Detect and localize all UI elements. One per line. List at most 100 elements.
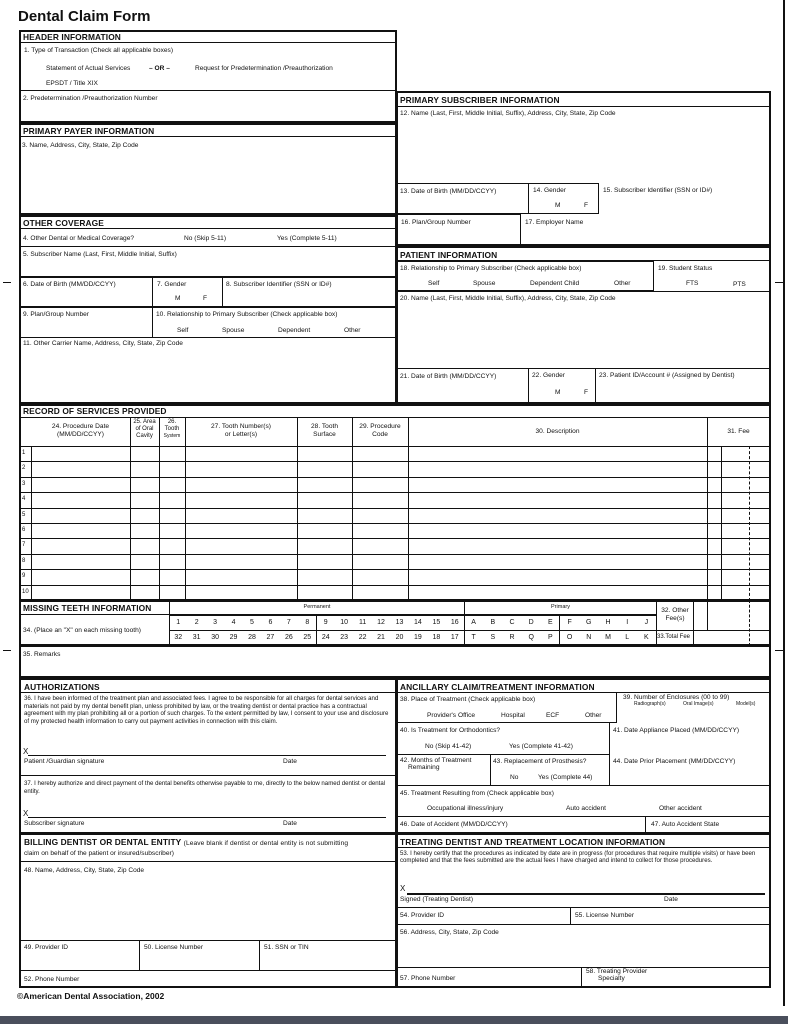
tooth-27[interactable]: 27 <box>266 634 275 641</box>
statement-checkbox[interactable]: Statement of Actual Services <box>46 65 131 72</box>
tooth-24[interactable]: 24 <box>321 634 330 641</box>
service-row[interactable] <box>19 461 771 478</box>
item22-m-checkbox[interactable]: M <box>555 389 561 396</box>
tooth-Q[interactable]: Q <box>528 634 534 641</box>
tooth-S[interactable]: S <box>490 634 496 641</box>
item19-fts-checkbox[interactable]: FTS <box>686 280 699 287</box>
tooth-1[interactable]: 1 <box>176 619 181 626</box>
tooth-12[interactable]: 12 <box>377 619 385 626</box>
tooth-B[interactable]: B <box>490 619 496 626</box>
item45-other-checkbox[interactable]: Other accident <box>659 805 702 812</box>
item39-oral-images[interactable]: Oral Image(s) <box>683 701 714 707</box>
service-row[interactable] <box>19 584 771 601</box>
item38-ecf-checkbox[interactable]: ECF <box>546 712 560 719</box>
item52-field[interactable]: 52. Phone Number <box>24 976 80 983</box>
item7-f-checkbox[interactable]: F <box>203 295 208 302</box>
item10-self-checkbox[interactable]: Self <box>177 327 189 334</box>
tooth-L[interactable]: L <box>625 634 630 641</box>
item58-field[interactable]: 58. Treating Provider Specialty <box>586 968 647 982</box>
tooth-T[interactable]: T <box>471 634 476 641</box>
item14-m-checkbox[interactable]: M <box>555 202 561 209</box>
item56-field[interactable] <box>396 924 771 968</box>
item16-field[interactable] <box>396 214 521 246</box>
tooth-7[interactable]: 7 <box>286 619 291 626</box>
tooth-25[interactable]: 25 <box>303 634 312 641</box>
tooth-A[interactable]: A <box>471 619 476 626</box>
tooth-I[interactable]: I <box>626 619 629 626</box>
tooth-23[interactable]: 23 <box>340 634 349 641</box>
tooth-9[interactable]: 9 <box>323 619 328 626</box>
tooth-4[interactable]: 4 <box>231 619 236 626</box>
service-row[interactable] <box>19 446 771 463</box>
tooth-20[interactable]: 20 <box>395 634 404 641</box>
predetermination-checkbox[interactable]: Request for Predetermination /Preauthori… <box>195 65 333 72</box>
item38-office-checkbox[interactable]: Provider's Office <box>427 712 476 719</box>
tooth-22[interactable]: 22 <box>358 634 367 641</box>
service-row[interactable] <box>19 476 771 494</box>
item38-other-checkbox[interactable]: Other <box>585 712 602 719</box>
item47-field[interactable]: 47. Auto Accident State <box>651 821 720 828</box>
item20-field[interactable] <box>396 291 771 369</box>
tooth-M[interactable]: M <box>605 634 611 641</box>
item43-no-checkbox[interactable]: No <box>510 774 519 781</box>
tooth-28[interactable]: 28 <box>248 634 256 641</box>
service-row[interactable] <box>19 492 771 509</box>
tooth-19[interactable]: 19 <box>414 634 422 641</box>
item18-dependent-child-checkbox[interactable]: Dependent Child <box>530 280 580 287</box>
service-row[interactable] <box>19 553 771 571</box>
item15-field[interactable]: 15. Subscriber Identifier (SSN or ID#) <box>603 187 713 194</box>
service-row[interactable] <box>19 523 771 540</box>
tooth-K[interactable]: K <box>644 634 649 641</box>
treating-signature-line[interactable] <box>407 893 765 895</box>
service-row[interactable] <box>19 538 771 555</box>
item10-dependent-checkbox[interactable]: Dependent <box>278 327 311 334</box>
item18-other-checkbox[interactable]: Other <box>614 280 631 287</box>
tooth-29[interactable]: 29 <box>229 634 238 641</box>
tooth-17[interactable]: 17 <box>450 634 459 641</box>
item19-pts-checkbox[interactable]: PTS <box>733 281 746 288</box>
subscriber-signature-line[interactable] <box>28 817 386 818</box>
item3-field[interactable]: 3. Name, Address, City, State, Zip Code <box>22 142 139 149</box>
tooth-H[interactable]: H <box>605 619 611 626</box>
item4-no-checkbox[interactable]: No (Skip 5-11) <box>184 235 227 242</box>
tooth-16[interactable]: 16 <box>450 619 459 626</box>
item40-no-checkbox[interactable]: No (Skip 41-42) <box>425 743 472 750</box>
tooth-15[interactable]: 15 <box>432 619 441 626</box>
item40-yes-checkbox[interactable]: Yes (Complete 41-42) <box>509 743 573 750</box>
item4-yes-checkbox[interactable]: Yes (Complete 5-11) <box>277 235 337 242</box>
tooth-18[interactable]: 18 <box>432 634 441 641</box>
item39-models[interactable]: Model(s) <box>736 701 756 707</box>
tooth-21[interactable]: 21 <box>377 634 385 641</box>
item7-m-checkbox[interactable]: M <box>175 295 181 302</box>
service-row[interactable] <box>19 569 771 586</box>
tooth-8[interactable]: 8 <box>305 619 310 626</box>
tooth-3[interactable]: 3 <box>213 619 218 626</box>
tooth-P[interactable]: P <box>548 634 553 641</box>
item45-auto-checkbox[interactable]: Auto accident <box>566 805 606 812</box>
item22-f-checkbox[interactable]: F <box>584 389 589 396</box>
tooth-5[interactable]: 5 <box>250 619 254 626</box>
item43-yes-checkbox[interactable]: Yes (Complete 44) <box>538 774 593 781</box>
item38-hospital-checkbox[interactable]: Hospital <box>501 712 525 719</box>
item14-f-checkbox[interactable]: F <box>584 202 589 209</box>
tooth-F[interactable]: F <box>567 619 572 626</box>
item44-field[interactable]: 44. Date Prior Placement (MM/DD/CCYY) <box>613 758 736 765</box>
item57-field[interactable] <box>396 967 582 988</box>
item39-radiographs[interactable]: Radiograph(s) <box>634 701 666 707</box>
item11-field[interactable]: 11. Other Carrier Name, Address, City, S… <box>23 340 183 347</box>
item41-field[interactable]: 41. Date Appliance Placed (MM/DD/CCYY) <box>613 727 740 734</box>
other-fee-field[interactable] <box>693 600 708 631</box>
epsdt-checkbox[interactable]: EPSDT / Title XIX <box>46 80 98 87</box>
item18-self-checkbox[interactable]: Self <box>428 280 440 287</box>
tooth-32[interactable]: 32 <box>174 634 183 641</box>
tooth-C[interactable]: C <box>509 619 515 626</box>
tooth-30[interactable]: 30 <box>211 634 219 641</box>
tooth-31[interactable]: 31 <box>192 634 201 641</box>
item17-field[interactable]: 17. Employer Name <box>525 219 584 226</box>
tooth-13[interactable]: 13 <box>395 619 404 626</box>
service-row[interactable] <box>19 507 771 524</box>
tooth-N[interactable]: N <box>586 634 592 641</box>
remarks-field[interactable] <box>19 645 771 678</box>
tooth-J[interactable]: J <box>644 619 649 626</box>
tooth-26[interactable]: 26 <box>284 634 293 641</box>
